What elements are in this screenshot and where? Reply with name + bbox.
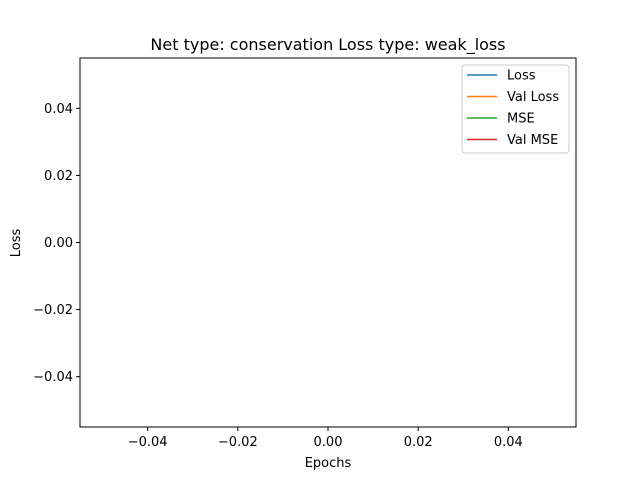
legend-box [461,64,570,154]
y-tick-label: 0.00 [44,236,73,251]
y-tick-label: −0.02 [33,303,73,318]
x-tick-label: −0.02 [218,435,258,450]
legend-label: MSE [507,112,535,127]
x-axis: −0.04 −0.02 0.00 0.02 0.04 [128,427,523,450]
y-tick-label: 0.04 [44,102,73,117]
y-axis: −0.04 −0.02 0.00 0.02 0.04 [33,102,80,385]
legend-label: Loss [507,69,536,84]
x-tick-label: 0.02 [404,435,433,450]
legend-label: Val MSE [507,133,558,148]
legend-label: Val Loss [507,90,559,105]
x-tick-label: 0.04 [494,435,523,450]
x-tick-label: 0.00 [314,435,343,450]
y-tick-label: 0.02 [44,169,73,184]
x-axis-label: Epochs [305,456,352,471]
y-axis-label: Loss [9,229,24,258]
legend: Loss Val Loss MSE Val MSE [461,64,570,154]
x-tick-label: −0.04 [128,435,168,450]
chart-title: Net type: conservation Loss type: weak_l… [150,35,505,55]
y-tick-label: −0.04 [33,370,73,385]
